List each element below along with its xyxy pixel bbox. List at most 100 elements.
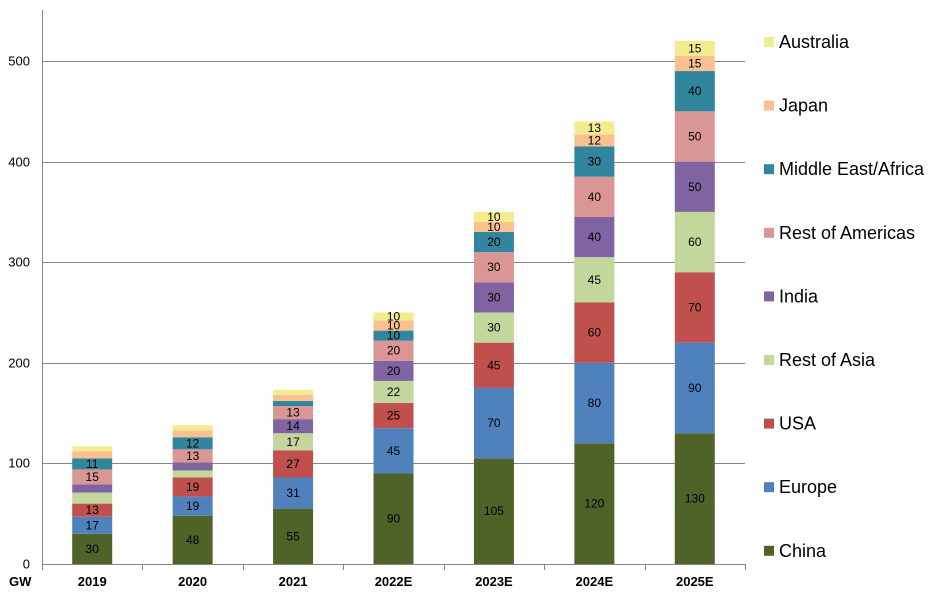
y-tick-label: 100 (8, 456, 30, 471)
bar-segment: China 2025E: 130 (674, 433, 715, 564)
bar-segment: USA 2023E: 45 (473, 342, 514, 388)
bar-segment: Japan 2020: 7 (172, 430, 213, 438)
bar-segment: Japan 2021: 6 (273, 394, 314, 402)
data-label: 50 (688, 129, 702, 143)
legend-swatch (764, 418, 774, 429)
bar-segment: Europe 2024E: 80 (574, 362, 615, 444)
data-label: 10 (487, 220, 501, 234)
data-label: 13 (588, 121, 602, 135)
y-tick-label: 0 (23, 557, 30, 572)
data-label: 13 (286, 406, 300, 420)
bar-segment: USA 2022E: 25 (373, 403, 414, 429)
bar-segment: Rest of Americas 2023E: 30 (473, 252, 514, 283)
data-label: 105 (484, 504, 504, 518)
data-label: 10 (387, 329, 401, 343)
bar-segment: Rest of Americas 2019: 15 (72, 469, 113, 485)
data-label: 20 (387, 344, 401, 358)
data-label: 60 (588, 326, 602, 340)
data-label: 40 (588, 190, 602, 204)
bar-segment: Rest of Asia 2024E: 45 (574, 257, 615, 303)
bar-segment: India 2024E: 40 (574, 216, 615, 258)
legend-label: Rest of Asia (779, 350, 876, 370)
data-label: 25 (387, 409, 401, 423)
data-label: 45 (387, 444, 401, 458)
x-tick-label: 2023E (475, 574, 513, 589)
bar-segment: USA 2021: 27 (273, 450, 314, 478)
data-label: 80 (588, 396, 602, 410)
data-label: 19 (186, 480, 200, 494)
bar-segment: Middle East/Africa 2019: 11 (72, 458, 113, 470)
bar-segment: Rest of Asia 2020: 7 (172, 470, 213, 478)
y-tick-label: 300 (8, 255, 30, 270)
bar-segment: Middle East/Africa 2023E: 20 (473, 232, 514, 253)
data-label: 50 (688, 180, 702, 194)
data-label: 17 (286, 435, 300, 449)
y-tick-label: 400 (8, 155, 30, 170)
legend-label: India (779, 286, 819, 306)
bar-segment: Rest of Americas 2025E: 50 (674, 111, 715, 162)
data-label: 48 (186, 533, 200, 547)
bar-segment: Japan 2024E: 12 (574, 134, 615, 147)
data-label: 90 (688, 381, 702, 395)
data-label: 40 (588, 230, 602, 244)
data-label: 30 (86, 542, 100, 556)
bar-segment: Europe 2021: 31 (273, 477, 314, 509)
data-label: 10 (487, 210, 501, 224)
data-label: 70 (688, 300, 702, 314)
bar-segment: Australia 2020: 5 (172, 425, 213, 431)
bar-segment: Australia 2022E: 8 (373, 312, 414, 321)
data-label: 45 (588, 273, 602, 287)
bar-segment: Japan 2022E: 10 (373, 320, 414, 331)
bar-segment: Australia 2021: 5 (273, 389, 314, 395)
bar-segment: Australia 2023E: 10 (473, 211, 514, 222)
data-label: 45 (487, 358, 501, 372)
data-label: 15 (688, 57, 702, 71)
x-tick-label: 2022E (375, 574, 413, 589)
data-label: 12 (588, 133, 602, 147)
bars: China 2019: 3030Europe 2019: 1717USA 201… (72, 40, 715, 564)
bar-segment: Middle East/Africa 2022E: 10 (373, 330, 414, 341)
legend-swatch (764, 545, 774, 556)
bar-segment: Middle East/Africa 2025E: 40 (674, 71, 715, 112)
bar-segment: Rest of Americas 2022E: 20 (373, 340, 414, 361)
bar-segment: USA 2020: 19 (172, 477, 213, 497)
data-label: 14 (286, 419, 300, 433)
legend-label: China (779, 541, 827, 561)
data-label: 13 (86, 503, 100, 517)
legend-swatch (764, 482, 774, 493)
data-label: 11 (86, 457, 99, 471)
legend-swatch (764, 37, 774, 47)
legend-swatch (764, 355, 774, 365)
bar-segment: Middle East/Africa 2020: 12 (172, 437, 213, 450)
bar-segment: Europe 2025E: 90 (674, 342, 715, 434)
data-label: 60 (688, 235, 702, 249)
legend-swatch (764, 164, 774, 175)
bar-segment: India 2020: 8 (172, 462, 213, 471)
bar-segment: China 2023E: 105 (473, 458, 514, 564)
bar-segment: India 2025E: 50 (674, 161, 715, 212)
bar-segment: Australia 2019: 5 (72, 446, 113, 452)
bar-segment: India 2023E: 30 (473, 282, 514, 313)
bar-segment: Australia 2024E: 13 (574, 121, 615, 135)
data-label: 30 (487, 290, 501, 304)
bar-segment: Rest of Asia 2025E: 60 (674, 211, 715, 273)
bar-segment: Rest of Asia 2022E: 22 (373, 380, 414, 404)
legend-label: Australia (779, 32, 850, 52)
bar-segment: China 2021: 55 (273, 508, 314, 564)
bar-segment: China 2019: 30 (72, 533, 113, 564)
data-label: 31 (286, 486, 300, 500)
bar-segment: Rest of Asia 2021: 17 (273, 433, 314, 451)
x-tick-label: 2024E (576, 574, 614, 589)
bar-segment: Japan 2025E: 15 (674, 55, 715, 72)
bar-segment: China 2024E: 120 (574, 443, 615, 564)
data-label: 20 (387, 364, 401, 378)
bar-segment: Rest of Americas 2020: 13 (172, 449, 213, 463)
data-label: 130 (685, 492, 705, 506)
y-tick-label: 200 (8, 356, 30, 371)
bar-segment: Rest of Asia 2019: 11 (72, 492, 113, 504)
data-label: 19 (186, 499, 200, 513)
y-tick-label: 500 (8, 54, 30, 69)
data-label: 40 (688, 84, 702, 98)
bar-segment: Rest of Asia 2023E: 30 (473, 312, 514, 343)
